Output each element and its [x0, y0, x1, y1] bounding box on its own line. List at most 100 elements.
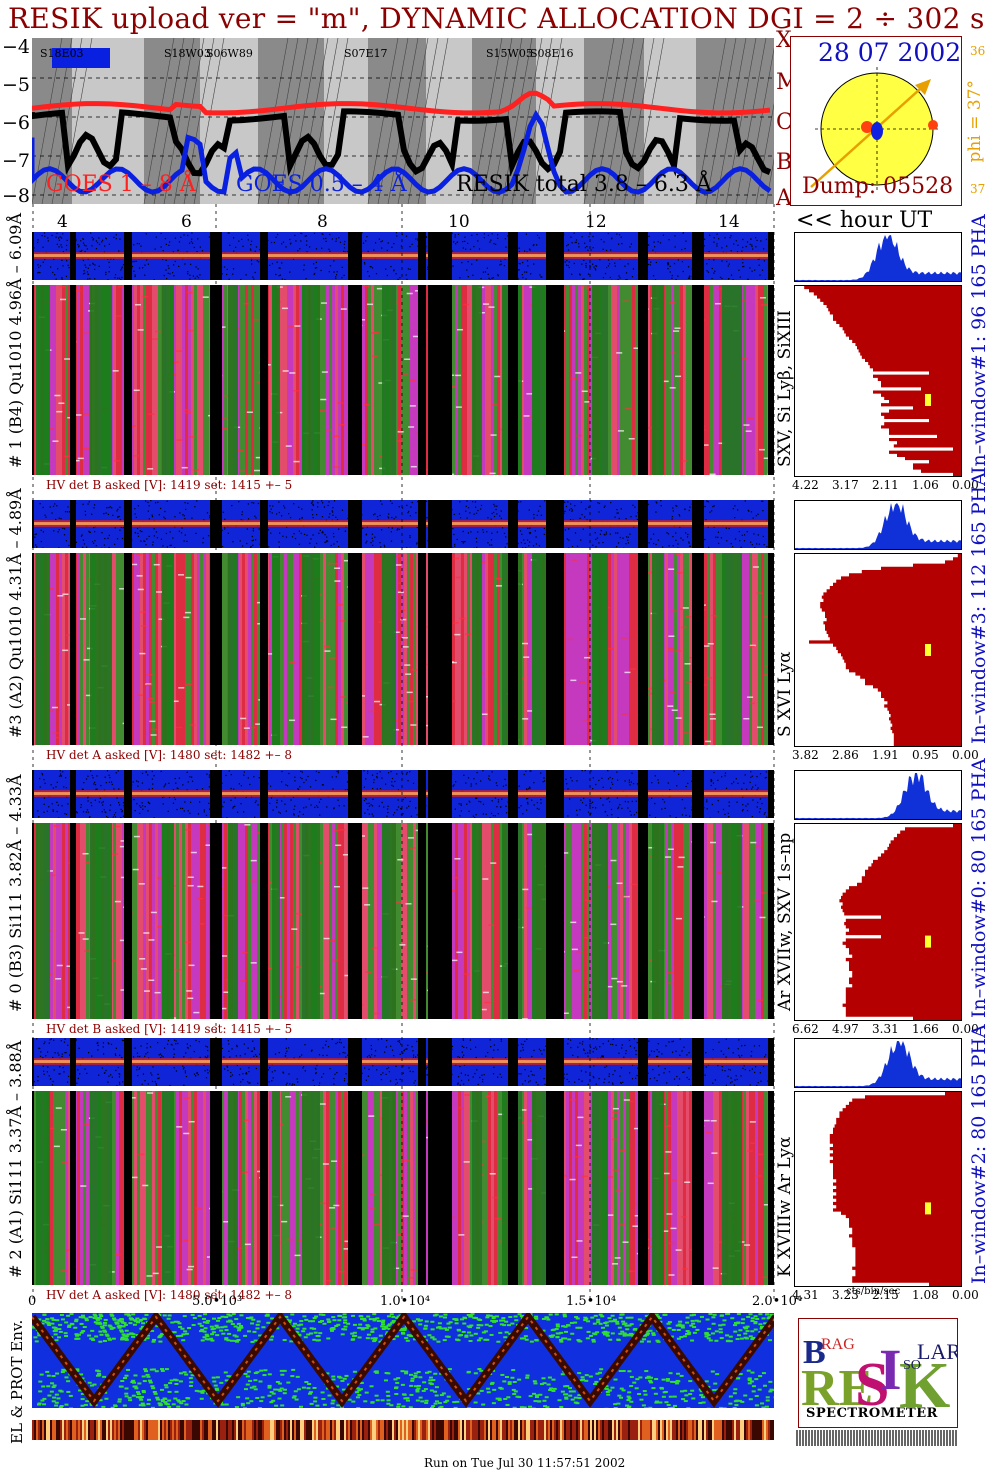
spectrum-tick: 1.06 [912, 478, 939, 492]
detector-label: # 0 (B3) Si111 3.82Å – 4.33Å [6, 774, 25, 1013]
goes-y-tick: −7 [2, 150, 31, 172]
spectrum-tick: 0.95 [912, 748, 939, 762]
spectrum-tick: 0.00 [952, 1288, 979, 1302]
flare-label: S18E03 [40, 47, 84, 60]
spectrum-histogram [794, 823, 962, 1021]
detector-label: # 2 (A1) Si111 3.37Å – 3.88Å [6, 1040, 25, 1278]
pha-histogram [794, 232, 962, 282]
detector-spectrogram-plot [32, 553, 774, 745]
flare-label: S08E16 [530, 47, 574, 60]
pha-histogram-plot [795, 773, 961, 819]
emission-lines-label: S XVI Lyα [775, 651, 795, 737]
detector-spectrogram-plot [32, 823, 774, 1019]
flare-label: S18W03 [164, 47, 211, 60]
detector-pha-strip-plot [32, 1038, 774, 1086]
pha-histogram-plot [795, 235, 961, 281]
legend-goes-short: GOES 0.5 – 4 Å [236, 172, 407, 197]
emission-lines-label: SXV, Si Lyβ, SiXIII [775, 310, 795, 467]
spectrum-tick: 1.91 [872, 748, 899, 762]
particle-environment-panel [32, 1313, 774, 1408]
goes-class-label: C [776, 110, 793, 135]
goes-y-tick: −6 [2, 112, 31, 134]
goes-class-label: X [776, 28, 792, 53]
bottom-tick: 5.0•10³ [192, 1294, 243, 1309]
bottom-tick: 1.5•10⁴ [566, 1294, 617, 1309]
hour-tick: 12 [585, 212, 607, 232]
observation-date: 28 07 2002 [818, 38, 962, 67]
emission-lines-label: K XVIIIw Ar Lyα [775, 1136, 795, 1277]
particle-environment-plot [32, 1313, 774, 1408]
spectrum-tick: 2.15 [872, 1288, 899, 1302]
spectrum-tick: 4.22 [792, 478, 819, 492]
page-title: RESIK upload ver = "m", DYNAMIC ALLOCATI… [8, 2, 985, 35]
spectrum-tick: 0.00 [952, 1022, 979, 1036]
detector-pha-strip-plot [32, 770, 774, 818]
hv-status: HV det A asked [V]: 1480 set: 1482 +– 8 [46, 1288, 293, 1302]
spectrum-tick: 3.23 [832, 1288, 859, 1302]
sun-position-box [790, 36, 962, 206]
spectrum-histogram [794, 1091, 962, 1287]
detector-spectrogram [32, 823, 774, 1019]
window-label: In–window#2: 80 165 PHA [968, 1024, 990, 1284]
bottom-tick: 2.0•10⁴ [752, 1294, 803, 1309]
window-label: In–window#3: 112 165 PHA [968, 472, 990, 744]
legend-goes-long: GOES 1 – 8 Å [46, 172, 196, 197]
detector-pha-strip [32, 232, 774, 280]
hour-tick: 10 [448, 212, 470, 232]
spectrum-histogram [794, 285, 962, 477]
goes-y-tick: −4 [2, 36, 31, 58]
spectrum-histogram-plot [839, 824, 961, 1020]
resik-logo-art: B RAG RE S I K LAR SO [801, 1334, 957, 1425]
spectrum-tick: 0.00 [952, 748, 979, 762]
spectrum-histogram-plot [804, 286, 961, 476]
pha-histogram [794, 500, 962, 550]
phi-top: 36 [970, 44, 986, 58]
spectrum-tick: 1.66 [912, 1022, 939, 1036]
spectrum-tick: 4.97 [832, 1022, 859, 1036]
spectrum-tick: 3.31 [872, 1022, 899, 1036]
detector-pha-strip-plot [32, 500, 774, 548]
goes-class-label: B [776, 150, 793, 175]
sun-disk-diagram [810, 67, 939, 191]
goes-lightcurve-panel [32, 38, 774, 204]
window-label: In–window#0: 80 165 PHA [968, 758, 990, 1018]
run-timestamp: Run on Tue Jul 30 11:57:51 2002 [424, 1456, 626, 1470]
detector-spectrogram [32, 553, 774, 745]
detector-spectrogram-plot [32, 285, 774, 475]
bottom-tick: 0 [28, 1294, 37, 1309]
phi-angle: phi = 37° [965, 80, 985, 163]
spectrum-histogram-plot [829, 1092, 961, 1286]
detector-pha-strip [32, 500, 774, 548]
hv-status: HV det B asked [V]: 1419 set: 1415 +– 5 [46, 1022, 293, 1036]
dump-number: Dump: 05528 [802, 174, 954, 199]
pha-histogram-plot [795, 503, 961, 549]
goes-class-label: A [776, 186, 792, 211]
goes-y-tick: −5 [2, 74, 31, 96]
logo-subtitle: SPECTROMETER [806, 1406, 938, 1421]
hour-tick: 8 [317, 212, 328, 232]
detector-pha-strip [32, 1038, 774, 1086]
spectrum-tick: 3.82 [792, 748, 819, 762]
logo-fine-print [796, 1430, 958, 1446]
spectrum-tick: 2.86 [832, 748, 859, 762]
bottom-tick: 1.0•10⁴ [380, 1294, 431, 1309]
pha-histogram [794, 1038, 962, 1088]
hour-axis-label: << hour UT [796, 208, 933, 233]
pha-histogram-plot [795, 1041, 961, 1087]
hour-tick: 14 [718, 212, 740, 232]
detector-spectrogram [32, 285, 774, 475]
detector-pha-strip-plot [32, 232, 774, 280]
environment-label: EL & PROT Env. [8, 1319, 26, 1444]
hour-tick: 6 [181, 212, 192, 232]
detector-spectrogram [32, 1091, 774, 1285]
detector-spectrogram-plot [32, 1091, 774, 1285]
emission-lines-label: Ar XVIIw, SXV 1s–np [775, 832, 795, 1011]
spectrum-tick: 6.62 [792, 1022, 819, 1036]
hv-status: HV det A asked [V]: 1480 set: 1482 +– 8 [46, 748, 293, 762]
spectrum-tick: 0.00 [952, 478, 979, 492]
flare-label: S07E17 [344, 47, 388, 60]
detector-label: # 1 (B4) Qu1010 4.96Å – 6.09Å [6, 212, 25, 468]
flare-label: S15W05 [486, 47, 533, 60]
resik-color-strip [32, 1420, 774, 1440]
detector-label: #3 (A2) Qu1010 4.31Å – 4.89Å [6, 488, 25, 738]
